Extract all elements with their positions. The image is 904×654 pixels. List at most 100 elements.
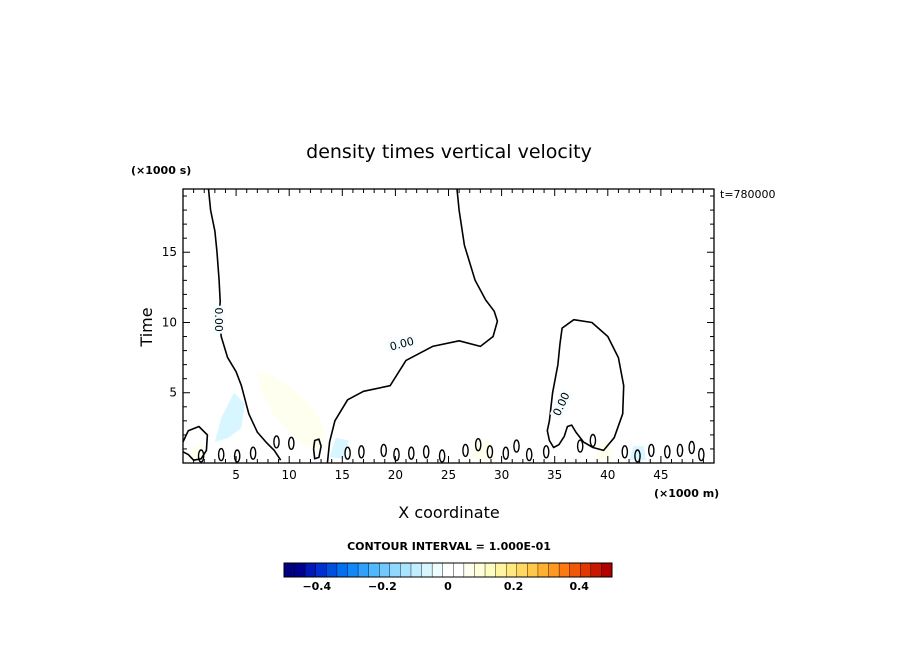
chart-title: density times vertical velocity xyxy=(306,141,592,163)
contour-blob xyxy=(513,439,520,453)
contour-line xyxy=(312,438,322,460)
contour-blob xyxy=(393,447,400,462)
y-unit-label: (×1000 s) xyxy=(131,164,191,177)
colorbar-swatch xyxy=(590,562,602,578)
contour-line xyxy=(182,425,209,461)
contour-blob xyxy=(576,439,584,453)
colorbar-swatch xyxy=(569,562,581,578)
colorbar-swatch xyxy=(505,562,518,578)
y-axis-title: Time xyxy=(137,307,156,347)
colorbar-tick-label: −0.2 xyxy=(368,580,397,593)
contour-blob xyxy=(273,435,280,449)
colorbar-swatch xyxy=(421,562,433,578)
contour-blob xyxy=(358,445,365,459)
contour-blob xyxy=(486,445,494,459)
contour-blob xyxy=(380,443,388,458)
contour-blob xyxy=(438,449,446,463)
contour-blob xyxy=(422,445,430,459)
negative-region xyxy=(214,392,245,442)
positive-region xyxy=(188,443,205,461)
y-tick-label: 10 xyxy=(162,315,177,329)
colorbar-swatch xyxy=(548,562,560,578)
y-tick-label: 15 xyxy=(162,245,177,259)
contour-blob xyxy=(197,449,205,463)
colorbar-swatch xyxy=(474,562,486,578)
contour-blob xyxy=(287,436,295,450)
contour-blob xyxy=(648,443,655,458)
x-tick-label: 25 xyxy=(441,468,456,482)
colorbar-swatch xyxy=(495,562,507,578)
contour-label-bg xyxy=(549,388,573,420)
x-tick-label: 30 xyxy=(494,468,509,482)
colorbar-swatch xyxy=(389,562,401,578)
colorbar-swatch xyxy=(315,562,327,578)
time-stamp: t=780000 xyxy=(720,188,776,201)
contour-label-bg xyxy=(386,334,417,353)
contour-label: 0.00 xyxy=(212,307,225,332)
colorbar-tick-label: 0.4 xyxy=(569,580,589,593)
x-tick-label: 35 xyxy=(547,468,562,482)
y-tick-label: 5 xyxy=(169,386,177,400)
colorbar-swatch xyxy=(326,562,338,578)
x-axis-title: X coordinate xyxy=(398,503,499,522)
field-shading xyxy=(183,189,714,463)
contour-blob xyxy=(542,445,550,459)
colorbar-swatch xyxy=(431,562,444,578)
colorbar-tick-label: 0.2 xyxy=(504,580,524,593)
contour-blob xyxy=(676,443,684,458)
contour-blob xyxy=(525,447,533,462)
colorbar-tick-label: 0 xyxy=(444,580,452,593)
colorbar-swatch xyxy=(527,562,539,578)
colorbar-swatch xyxy=(580,562,592,578)
x-tick-label: 5 xyxy=(232,468,240,482)
colorbar-swatch xyxy=(558,562,571,578)
contour-interval-label: CONTOUR INTERVAL = 1.000E-01 xyxy=(347,540,551,553)
contour-blob xyxy=(249,446,257,460)
contour-blob xyxy=(664,445,671,459)
contour-blob xyxy=(217,447,225,462)
colorbar-swatch xyxy=(347,562,359,578)
field-background xyxy=(183,189,714,463)
colorbar-swatch xyxy=(336,562,348,578)
colorbar-swatch xyxy=(304,562,317,578)
contour-label: 0.00 xyxy=(388,335,415,354)
contour-blob xyxy=(233,449,241,463)
x-tick-label: 15 xyxy=(335,468,350,482)
colorbar: −0.4 −0.2 0 0.2 0.4 xyxy=(283,562,613,593)
contour-blob xyxy=(589,433,597,448)
x-tick-label: 40 xyxy=(600,468,615,482)
x-tick-label: 45 xyxy=(653,468,668,482)
negative-region xyxy=(629,446,646,461)
plot-axes: 5 10 15 20 25 30 35 40 45 5 10 15 xyxy=(162,188,715,482)
x-tick-label: 10 xyxy=(282,468,297,482)
contour-blob xyxy=(407,446,415,460)
positive-region xyxy=(595,441,614,461)
colorbar-swatch xyxy=(463,562,475,578)
colorbar-swatch xyxy=(357,562,370,578)
x-unit-label: (×1000 m) xyxy=(654,487,719,500)
contour-blob xyxy=(462,443,469,458)
colorbar-swatch xyxy=(294,562,306,578)
colorbar-swatch xyxy=(516,562,528,578)
colorbar-swatch xyxy=(368,562,380,578)
contour-blob xyxy=(634,449,641,463)
contour-line xyxy=(207,188,282,461)
contour-lines: 0.000.000.00 xyxy=(182,188,705,464)
colorbar-swatch xyxy=(400,562,412,578)
contour-blob xyxy=(621,445,629,459)
negative-region xyxy=(329,437,349,459)
colorbar-swatch xyxy=(410,562,423,578)
x-tick-label: 20 xyxy=(388,468,403,482)
contour-blob xyxy=(688,440,696,455)
contour-label-bg xyxy=(213,305,226,334)
colorbar-swatch xyxy=(484,562,497,578)
colorbar-swatch xyxy=(601,562,613,578)
contour-blob xyxy=(344,446,351,460)
colorbar-swatch xyxy=(379,562,391,578)
contour-blob xyxy=(698,447,705,462)
colorbar-swatch xyxy=(283,562,296,578)
contour-line xyxy=(546,318,625,452)
colorbar-tick-label: −0.4 xyxy=(302,580,331,593)
contour-line xyxy=(326,188,499,464)
